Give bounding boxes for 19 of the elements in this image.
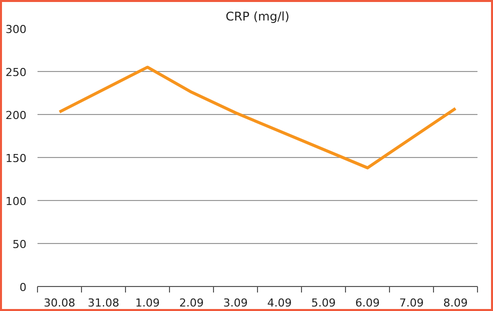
x-tick-label: 30.08: [44, 296, 76, 310]
x-tick-label: 6.09: [355, 296, 380, 310]
y-tick-label: 250: [6, 66, 27, 79]
y-tick-label: 200: [6, 109, 27, 122]
y-tick-label: 100: [6, 195, 27, 208]
x-tick-label: 5.09: [311, 296, 336, 310]
x-tick-label: 1.09: [135, 296, 160, 310]
line-series: [58, 66, 457, 170]
y-tick-label: 50: [12, 238, 27, 251]
x-tick-label: 8.09: [443, 296, 468, 310]
x-tick-label: 31.08: [88, 296, 120, 310]
y-tick-label: 300: [6, 23, 27, 36]
x-tick-label: 7.09: [399, 296, 424, 310]
chart-title: CRP (mg/l): [226, 10, 290, 24]
x-tick-label: 4.09: [267, 296, 292, 310]
y-tick-label: 150: [6, 152, 27, 165]
y-tick-label: 0: [20, 281, 26, 294]
x-tick-label: 3.09: [223, 296, 248, 310]
x-tick-label: 2.09: [179, 296, 204, 310]
